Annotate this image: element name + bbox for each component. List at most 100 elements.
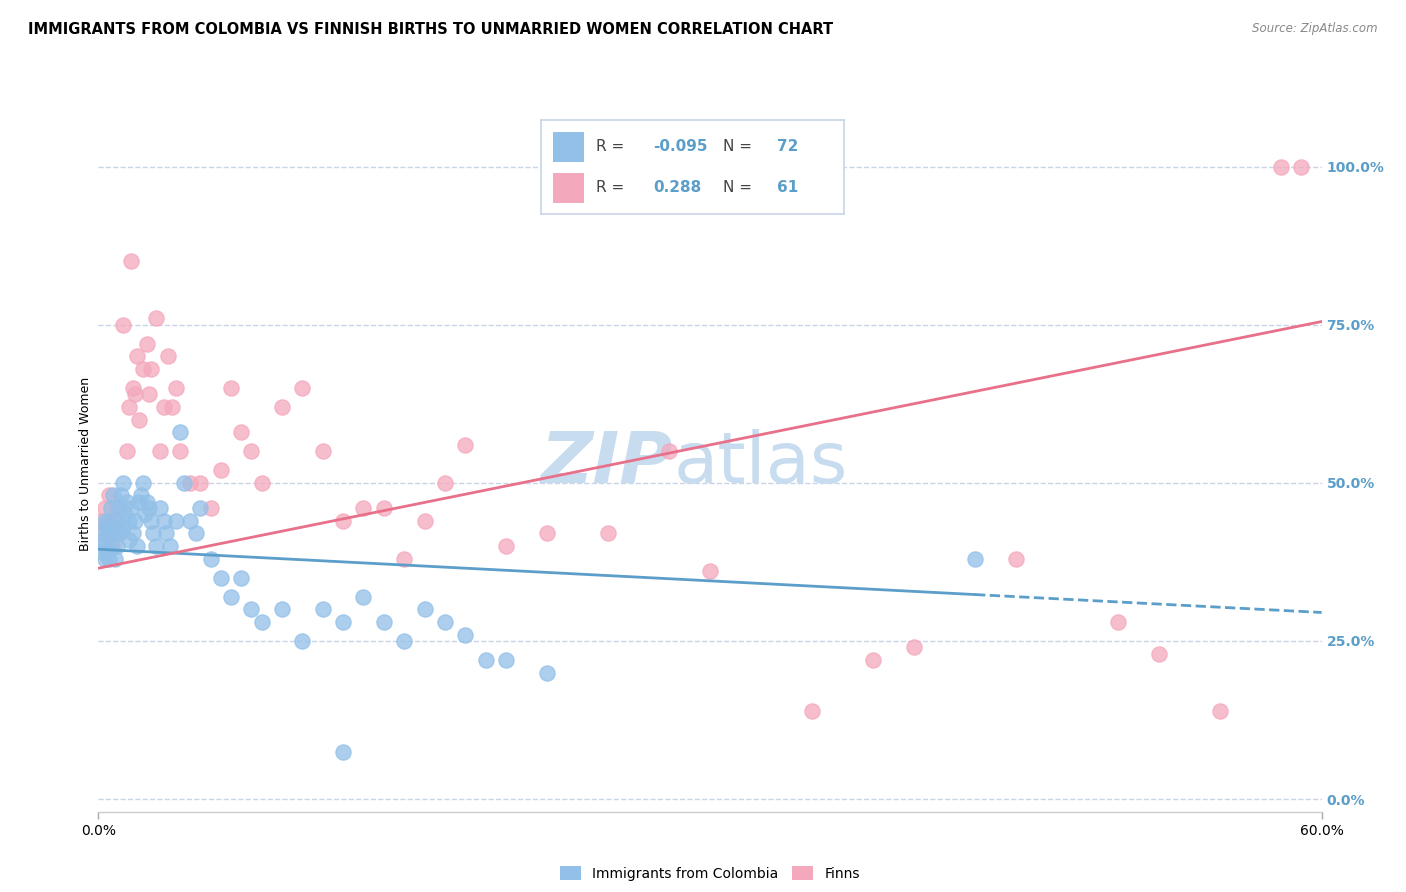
Point [128, 495, 150, 509]
Point [118, 514, 141, 528]
Point [145, 539, 167, 553]
Point [97, 514, 120, 528]
Point [142, 526, 165, 541]
Point [270, 602, 294, 616]
Point [128, 412, 150, 426]
Text: 61: 61 [778, 180, 799, 195]
Point [97, 488, 120, 502]
Point [136, 495, 159, 509]
Point [173, 475, 195, 490]
Point [134, 508, 156, 522]
Point [138, 387, 160, 401]
Point [352, 501, 374, 516]
Point [1270, 160, 1292, 174]
Point [96, 520, 118, 534]
Point [127, 349, 149, 363]
Point [1291, 160, 1313, 174]
Point [250, 475, 273, 490]
Point [332, 745, 354, 759]
Point [231, 425, 253, 440]
Point [101, 520, 124, 534]
Point [105, 514, 128, 528]
Point [104, 551, 127, 566]
Point [598, 526, 620, 541]
Point [100, 501, 122, 516]
Text: ZIP: ZIP [541, 429, 673, 499]
Point [373, 615, 395, 629]
Point [1147, 647, 1170, 661]
Point [270, 400, 294, 414]
Point [96, 545, 118, 559]
Point [495, 539, 517, 553]
Text: -0.095: -0.095 [654, 139, 707, 154]
Point [291, 634, 314, 648]
Point [118, 400, 141, 414]
Point [658, 444, 681, 458]
Text: Source: ZipAtlas.com: Source: ZipAtlas.com [1253, 22, 1378, 36]
Point [101, 539, 124, 553]
FancyBboxPatch shape [554, 173, 583, 202]
Point [132, 475, 155, 490]
Point [104, 514, 127, 528]
Point [434, 475, 457, 490]
Point [159, 539, 181, 553]
Point [89, 526, 111, 541]
Point [129, 488, 152, 502]
Text: atlas: atlas [673, 429, 848, 499]
Point [231, 571, 253, 585]
Point [145, 311, 167, 326]
Text: R =: R = [596, 180, 628, 195]
Text: N =: N = [723, 180, 756, 195]
Point [120, 254, 142, 268]
Point [160, 400, 183, 414]
Point [149, 444, 172, 458]
Point [104, 526, 127, 541]
Point [312, 444, 335, 458]
Point [219, 590, 242, 604]
Point [536, 665, 558, 680]
Point [454, 627, 477, 641]
Point [118, 533, 141, 547]
Point [155, 526, 177, 541]
Point [124, 387, 146, 401]
Point [413, 602, 436, 616]
Point [165, 381, 187, 395]
Point [111, 520, 134, 534]
Point [122, 526, 145, 541]
Point [240, 444, 263, 458]
Point [110, 488, 132, 502]
Point [1004, 551, 1026, 566]
Point [97, 526, 120, 541]
Point [141, 362, 163, 376]
Point [97, 551, 120, 566]
Legend: Immigrants from Colombia, Finns: Immigrants from Colombia, Finns [555, 861, 865, 887]
Point [93, 539, 115, 553]
Point [413, 514, 436, 528]
Point [149, 501, 172, 516]
Point [1209, 704, 1232, 718]
Point [352, 590, 374, 604]
Point [100, 539, 122, 553]
Point [392, 634, 416, 648]
Point [862, 653, 884, 667]
Text: 0.288: 0.288 [654, 180, 702, 195]
Point [179, 514, 201, 528]
Point [101, 488, 124, 502]
Point [115, 495, 138, 509]
Point [373, 501, 395, 516]
Point [186, 526, 208, 541]
Point [108, 526, 131, 541]
Point [209, 463, 232, 477]
Point [536, 526, 558, 541]
Point [93, 514, 115, 528]
Point [1107, 615, 1129, 629]
Point [200, 551, 222, 566]
Text: N =: N = [723, 139, 756, 154]
Point [111, 318, 134, 332]
Point [169, 425, 191, 440]
FancyBboxPatch shape [554, 132, 583, 161]
Point [100, 526, 122, 541]
Point [91, 545, 114, 559]
Point [124, 514, 146, 528]
Point [111, 475, 134, 490]
